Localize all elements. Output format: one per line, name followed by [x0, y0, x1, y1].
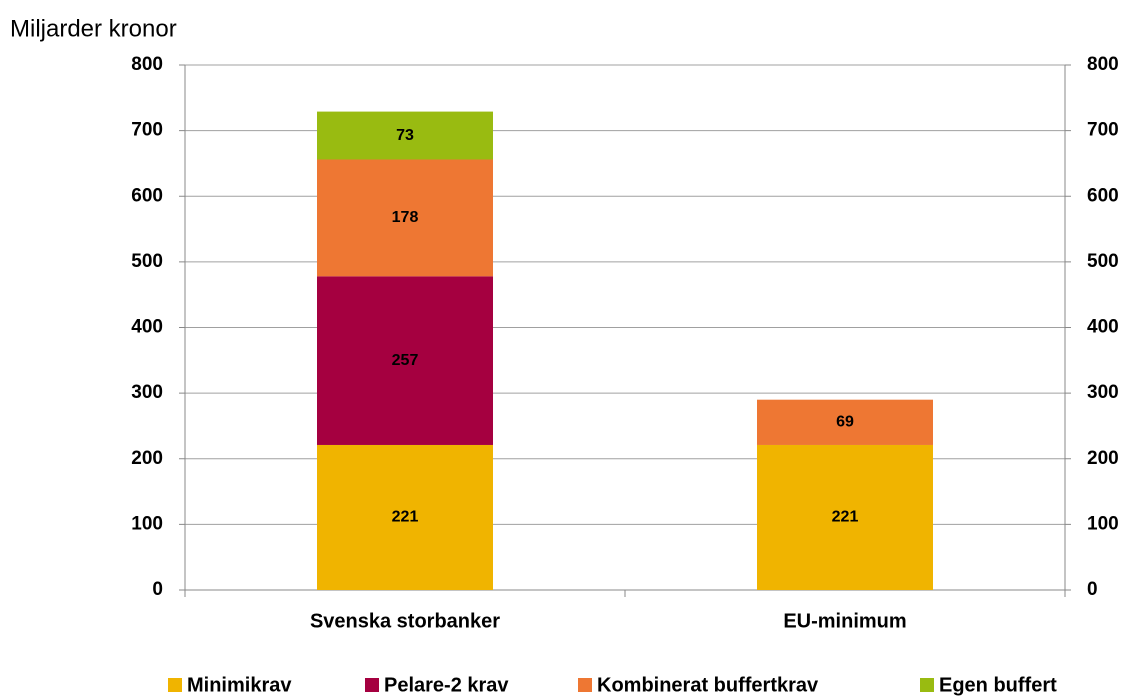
legend-label: Pelare-2 krav: [384, 674, 509, 696]
value-label: 69: [836, 414, 854, 431]
y-tick-label: 300: [131, 382, 163, 403]
y2-tick-label: 800: [1087, 54, 1119, 75]
bar-segment: [317, 444, 493, 590]
y-tick-label: 200: [131, 448, 163, 469]
legend-label: Minimikrav: [187, 674, 292, 696]
y2-tick-label: 400: [1087, 317, 1119, 338]
bar-segment: [757, 444, 933, 590]
y-tick-label: 400: [131, 317, 163, 338]
value-label: 178: [392, 209, 419, 226]
y2-tick-label: 100: [1087, 513, 1119, 534]
x-tick-label: EU-minimum: [783, 610, 906, 632]
legend-label: Kombinerat buffertkrav: [597, 674, 819, 696]
y-tick-label: 600: [131, 185, 163, 206]
y2-tick-label: 0: [1087, 579, 1098, 600]
legend-swatch: [920, 678, 934, 692]
y2-tick-label: 500: [1087, 251, 1119, 272]
axis-label: Miljarder kronor: [10, 15, 177, 42]
bar-segment: [317, 111, 493, 160]
y-tick-label: 800: [131, 54, 163, 75]
legend-label: Egen buffert: [939, 674, 1057, 696]
y2-tick-label: 700: [1087, 120, 1119, 141]
y2-tick-label: 600: [1087, 185, 1119, 206]
y-tick-label: 100: [131, 513, 163, 534]
bar-segment: [317, 159, 493, 277]
legend-swatch: [168, 678, 182, 692]
legend-swatch: [365, 678, 379, 692]
bar-segment: [757, 399, 933, 445]
bar-segment: [317, 276, 493, 445]
y2-tick-label: 200: [1087, 448, 1119, 469]
value-label: 257: [392, 352, 419, 369]
value-label: 221: [392, 509, 419, 526]
value-label: 73: [396, 127, 414, 144]
y-tick-label: 700: [131, 120, 163, 141]
value-label: 221: [832, 509, 859, 526]
legend-swatch: [578, 678, 592, 692]
x-tick-label: Svenska storbanker: [310, 610, 500, 632]
y-tick-label: 500: [131, 251, 163, 272]
y-tick-label: 0: [152, 579, 163, 600]
y2-tick-label: 300: [1087, 382, 1119, 403]
